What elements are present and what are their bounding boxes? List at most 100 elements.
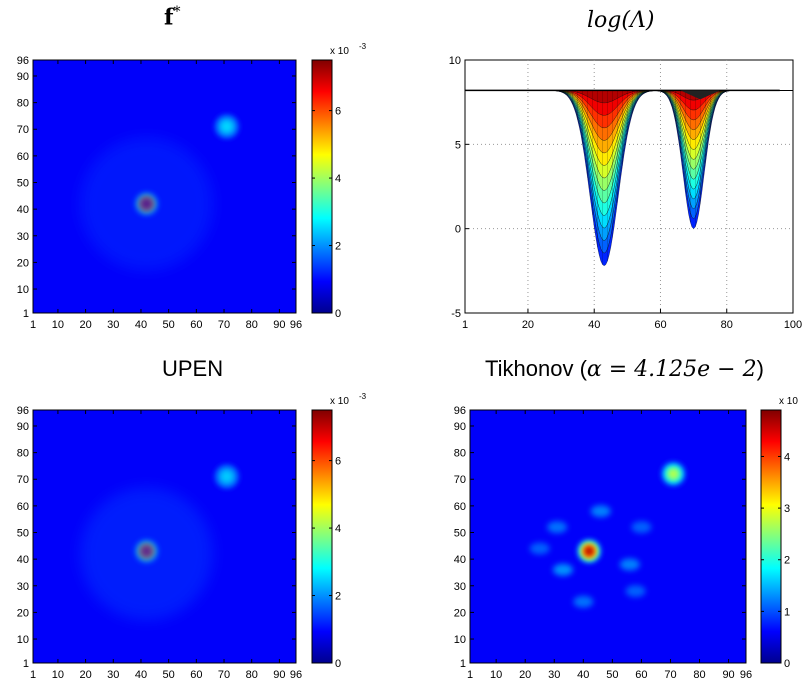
x-tick-label: 50 bbox=[606, 669, 618, 681]
x-tick-label: 80 bbox=[246, 669, 258, 681]
x-tick-label: 70 bbox=[664, 669, 676, 681]
x-tick-label: 90 bbox=[273, 319, 285, 331]
heatmap-2 bbox=[33, 410, 296, 663]
heatmap-frame bbox=[469, 409, 747, 664]
x-tick-label: 60 bbox=[190, 319, 202, 331]
y-tick-label: 30 bbox=[17, 231, 29, 243]
panel4-title-prefix: Tikhonov ( bbox=[485, 356, 587, 381]
y-tick-label: 40 bbox=[454, 554, 466, 566]
heatmap-blob bbox=[625, 585, 646, 598]
y-tick-label: 96 bbox=[17, 55, 29, 67]
heatmap-blob bbox=[547, 521, 568, 534]
x-tick-label: 30 bbox=[107, 319, 119, 331]
y-tick-label: 10 bbox=[449, 55, 461, 67]
x-tick-label: 20 bbox=[522, 319, 534, 331]
y-tick-label: 1 bbox=[460, 658, 466, 670]
colorbar-tick-label: 6 bbox=[335, 456, 341, 468]
y-tick-label: 70 bbox=[454, 474, 466, 486]
colorbar-exponent-base: x 10 bbox=[330, 46, 349, 57]
y-tick-label: 20 bbox=[454, 607, 466, 619]
y-tick-label: 70 bbox=[17, 124, 29, 136]
colorbar-tick-label: 2 bbox=[335, 591, 341, 603]
y-tick-label: 96 bbox=[454, 405, 466, 417]
x-tick-label: 80 bbox=[693, 669, 705, 681]
y-tick-label: 50 bbox=[17, 528, 29, 540]
y-tick-label: 1 bbox=[23, 658, 29, 670]
colorbar-exponent-base: x 10 bbox=[330, 396, 349, 407]
x-tick-label: 90 bbox=[273, 669, 285, 681]
y-tick-label: 20 bbox=[17, 607, 29, 619]
panel3-title: UPEN bbox=[162, 356, 224, 381]
heatmap-ring bbox=[80, 487, 213, 621]
x-tick-label: 40 bbox=[135, 319, 147, 331]
colorbar bbox=[311, 409, 333, 664]
heatmap-blob bbox=[631, 521, 652, 534]
x-tick-label: 40 bbox=[577, 669, 589, 681]
x-tick-label: 20 bbox=[519, 669, 531, 681]
y-tick-label: 0 bbox=[455, 224, 461, 236]
colorbar-tick-label: 2 bbox=[784, 555, 790, 567]
heatmap-frame bbox=[32, 59, 297, 314]
surface-band bbox=[465, 90, 793, 266]
colorbar-exponent: -3 bbox=[359, 392, 367, 401]
x-tick-label: 60 bbox=[635, 669, 647, 681]
y-tick-label: 40 bbox=[17, 554, 29, 566]
colorbar-exponent: -3 bbox=[359, 42, 367, 51]
panel4-title-math: α = 4.125e − 2 bbox=[586, 357, 757, 382]
colorbar bbox=[760, 409, 782, 664]
y-tick-label: 80 bbox=[17, 448, 29, 460]
x-tick-label: 60 bbox=[654, 319, 666, 331]
y-tick-label: 30 bbox=[454, 581, 466, 593]
heatmap-1 bbox=[33, 60, 296, 313]
panel4-title-suffix: ) bbox=[756, 356, 764, 381]
y-tick-label: 50 bbox=[454, 528, 466, 540]
y-tick-label: 60 bbox=[17, 151, 29, 163]
x-tick-label: 40 bbox=[588, 319, 600, 331]
x-tick-label: 10 bbox=[52, 319, 64, 331]
colorbar-tick-label: 1 bbox=[784, 606, 790, 618]
colorbar-tick-label: 0 bbox=[335, 658, 341, 670]
colorbar-tick-label: 4 bbox=[784, 451, 790, 463]
y-tick-label: 60 bbox=[17, 501, 29, 513]
heatmap-blob bbox=[619, 558, 640, 571]
x-tick-label: 1 bbox=[462, 319, 468, 331]
surface-fold-shadow bbox=[680, 90, 721, 100]
x-tick-label: 30 bbox=[548, 669, 560, 681]
colorbar-tick-label: 0 bbox=[335, 308, 341, 320]
x-tick-label: 70 bbox=[218, 669, 230, 681]
x-tick-label: 40 bbox=[135, 669, 147, 681]
x-tick-label: 1 bbox=[30, 669, 36, 681]
y-tick-label: 40 bbox=[17, 204, 29, 216]
y-tick-label: 90 bbox=[17, 421, 29, 433]
x-tick-label: 90 bbox=[722, 669, 734, 681]
x-tick-label: 70 bbox=[218, 319, 230, 331]
x-tick-label: 1 bbox=[467, 669, 473, 681]
colorbar-tick-label: 2 bbox=[335, 241, 341, 253]
heatmap-3 bbox=[470, 410, 746, 663]
colorbar-tick-label: 4 bbox=[335, 173, 341, 185]
colorbar-tick-label: 6 bbox=[335, 106, 341, 118]
y-tick-label: 10 bbox=[17, 284, 29, 296]
y-tick-label: -5 bbox=[451, 308, 461, 320]
y-tick-label: 30 bbox=[17, 581, 29, 593]
y-tick-label: 1 bbox=[23, 308, 29, 320]
x-tick-label: 1 bbox=[30, 319, 36, 331]
x-tick-label: 60 bbox=[190, 669, 202, 681]
x-tick-label: 50 bbox=[163, 319, 175, 331]
y-tick-label: 80 bbox=[17, 98, 29, 110]
y-tick-label: 60 bbox=[454, 501, 466, 513]
colorbar-tick-label: 4 bbox=[335, 523, 341, 535]
heatmap-peak-layer bbox=[585, 547, 594, 556]
panel4-title: Tikhonov (α = 4.125e − 2) bbox=[485, 356, 764, 382]
y-tick-label: 20 bbox=[17, 257, 29, 269]
y-tick-label: 5 bbox=[455, 139, 461, 151]
x-tick-label: 100 bbox=[784, 319, 802, 331]
panel2-title: log(Λ) bbox=[587, 8, 655, 33]
x-tick-label: 96 bbox=[740, 669, 752, 681]
heatmap-peak-layer bbox=[222, 472, 231, 481]
colorbar-tick-label: 0 bbox=[784, 658, 790, 670]
heatmap-background bbox=[470, 410, 746, 663]
colorbar bbox=[311, 59, 333, 314]
x-tick-label: 20 bbox=[79, 319, 91, 331]
